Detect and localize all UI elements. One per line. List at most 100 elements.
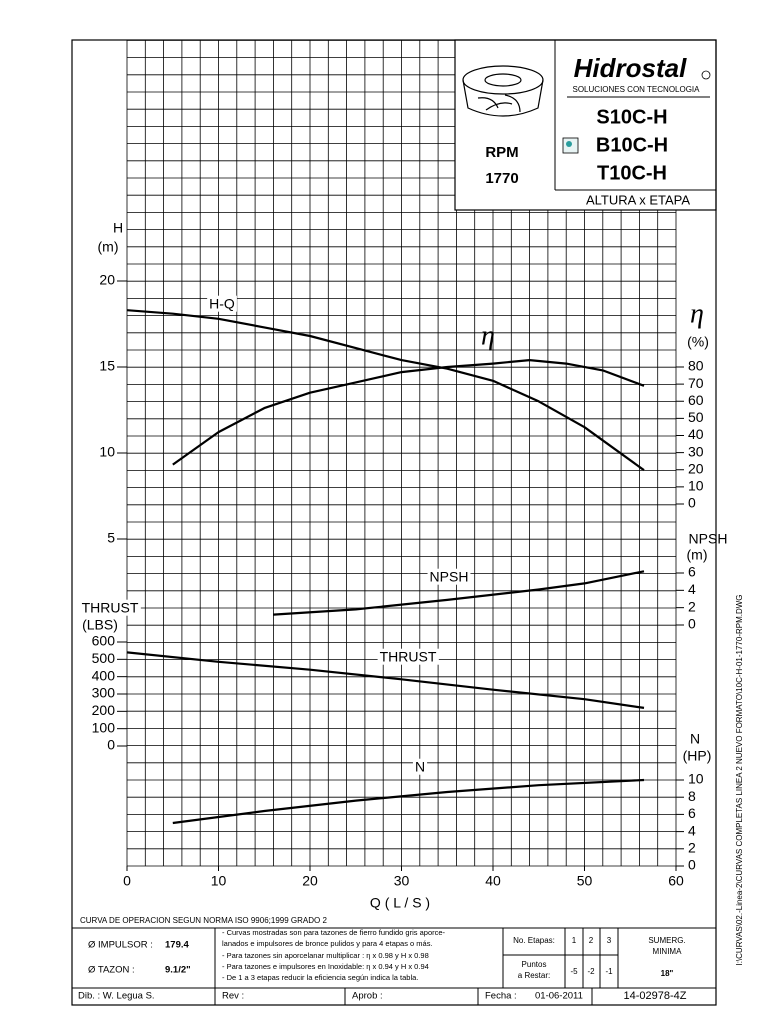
rpm-value: 1770 bbox=[485, 170, 518, 187]
bowl-value: 9.1/2" bbox=[165, 965, 191, 976]
norm: CURVA DE OPERACION SEGUN NORMA ISO 9906;… bbox=[80, 916, 327, 925]
y-tick-label: 600 bbox=[92, 633, 116, 649]
note: lanados e impulsores de bronce pulidos y… bbox=[222, 939, 433, 948]
drawing-code: 14-02978-4Z bbox=[624, 990, 687, 1002]
curve bbox=[172, 778, 645, 825]
submergence-label: MINIMA bbox=[653, 947, 683, 956]
axis-unit: (%) bbox=[687, 334, 709, 350]
stage: 2 bbox=[589, 936, 594, 945]
y-tick-label: 50 bbox=[688, 409, 704, 425]
label-background bbox=[95, 238, 121, 255]
y-tick-label: 300 bbox=[92, 685, 116, 701]
y-tick-label: 20 bbox=[99, 272, 115, 288]
y-tick-label: 100 bbox=[92, 719, 116, 735]
tagline: SOLUCIONES CON TECNOLOGIA bbox=[573, 85, 701, 94]
label-background bbox=[377, 648, 439, 665]
y-tick-label: 60 bbox=[688, 392, 704, 408]
labels: 0 10 20 30 40 50 60H(m)5101520η(%)010203040506… bbox=[79, 219, 730, 889]
date: 01-06-2011 bbox=[535, 991, 583, 1002]
curve-label: NPSH bbox=[430, 569, 469, 585]
y-tick-label: 80 bbox=[688, 358, 704, 374]
y-tick-label: 8 bbox=[688, 788, 696, 804]
approved: Aprob : bbox=[352, 991, 383, 1002]
submergence-label: SUMERG. bbox=[648, 936, 685, 945]
rpm-label: RPM bbox=[485, 144, 518, 161]
grid bbox=[126, 40, 677, 871]
axis-label: NPSH bbox=[689, 531, 728, 547]
y-tick-label: 10 bbox=[688, 478, 704, 494]
x-tick-label: 60 bbox=[668, 873, 684, 889]
subtitle: ALTURA x ETAPA bbox=[586, 192, 690, 207]
model: T10C-H bbox=[597, 162, 667, 184]
y-tick-label: 2 bbox=[688, 840, 696, 856]
y-tick-label: 5 bbox=[107, 530, 115, 546]
impeller-label: Ø IMPULSOR : bbox=[88, 940, 153, 951]
impeller-value: 179.4 bbox=[165, 940, 189, 951]
x-tick-label: 20 bbox=[302, 873, 318, 889]
label-background bbox=[427, 568, 471, 585]
header-box: RPM 1770 Hidrostal SOLUCIONES CON TECNOL… bbox=[454, 39, 717, 211]
y-tick-label: 10 bbox=[99, 444, 115, 460]
label-background bbox=[686, 530, 730, 547]
curve-label: H-Q bbox=[209, 296, 235, 312]
y-tick-label: 0 bbox=[688, 857, 696, 873]
axis-label: η bbox=[690, 298, 704, 329]
y-tick-label: 6 bbox=[688, 805, 696, 821]
label-background bbox=[680, 747, 714, 764]
x-tick-label: 0 bbox=[123, 873, 131, 889]
label-background bbox=[412, 758, 428, 775]
point: -2 bbox=[587, 967, 595, 976]
y-tick-label: 6 bbox=[688, 564, 696, 580]
y-tick-label: 30 bbox=[688, 443, 704, 459]
curve-label: η bbox=[481, 320, 495, 351]
label-background bbox=[684, 546, 710, 563]
y-tick-label: 4 bbox=[688, 581, 696, 597]
label-background bbox=[207, 295, 237, 312]
curves bbox=[126, 309, 645, 825]
y-tick-label: 400 bbox=[92, 667, 116, 683]
y-tick-label: 40 bbox=[688, 426, 704, 442]
submergence-value: 18" bbox=[661, 969, 674, 978]
y-tick-label: 4 bbox=[688, 822, 696, 838]
file-path: I:\CURVAS\02.-Linea-2\CURVAS COMPLETAS L… bbox=[735, 594, 744, 965]
y-tick-label: 2 bbox=[688, 598, 696, 614]
curve-label: N bbox=[415, 759, 425, 775]
icon bbox=[566, 141, 572, 147]
curve bbox=[126, 651, 645, 709]
header-frame bbox=[454, 39, 717, 211]
footer: CURVA DE OPERACION SEGUN NORMA ISO 9906;… bbox=[72, 916, 716, 1005]
revision: Rev : bbox=[222, 991, 244, 1002]
axis-unit: (m) bbox=[98, 239, 119, 255]
y-tick-label: 10 bbox=[688, 771, 704, 787]
stage: 1 bbox=[572, 936, 577, 945]
points-label: a Restar: bbox=[518, 971, 550, 980]
y-tick-label: 20 bbox=[688, 460, 704, 476]
stages-label: No. Etapas: bbox=[513, 936, 555, 945]
axis-label: N bbox=[690, 731, 700, 747]
label-background bbox=[685, 333, 711, 350]
x-tick-label: 40 bbox=[485, 873, 501, 889]
y-tick-label: 500 bbox=[92, 650, 116, 666]
bowl-label: Ø TAZON : bbox=[88, 965, 135, 976]
y-tick-label: 200 bbox=[92, 702, 116, 718]
note: - Curvas mostradas son para tazones de f… bbox=[222, 928, 446, 937]
x-tick-label: 50 bbox=[577, 873, 593, 889]
stage: 3 bbox=[607, 936, 612, 945]
y-tick-label: 15 bbox=[99, 358, 115, 374]
y-tick-label: 0 bbox=[688, 495, 696, 511]
label-background bbox=[80, 616, 120, 633]
curve bbox=[126, 309, 645, 472]
x-tick-label: 10 bbox=[211, 873, 227, 889]
curve-label: THRUST bbox=[380, 649, 437, 665]
model: S10C-H bbox=[596, 106, 667, 128]
y-tick-label: 70 bbox=[688, 375, 704, 391]
axis-label: H bbox=[113, 220, 123, 236]
axis-unit: (LBS) bbox=[82, 617, 118, 633]
brand: Hidrostal bbox=[574, 53, 687, 83]
point: -1 bbox=[605, 967, 613, 976]
impeller-drawing bbox=[462, 65, 544, 117]
x-axis-label: Q ( L / S ) bbox=[370, 895, 430, 911]
drawn-by: Dib. : W. Legua S. bbox=[78, 991, 155, 1002]
model: B10C-H bbox=[596, 134, 668, 156]
